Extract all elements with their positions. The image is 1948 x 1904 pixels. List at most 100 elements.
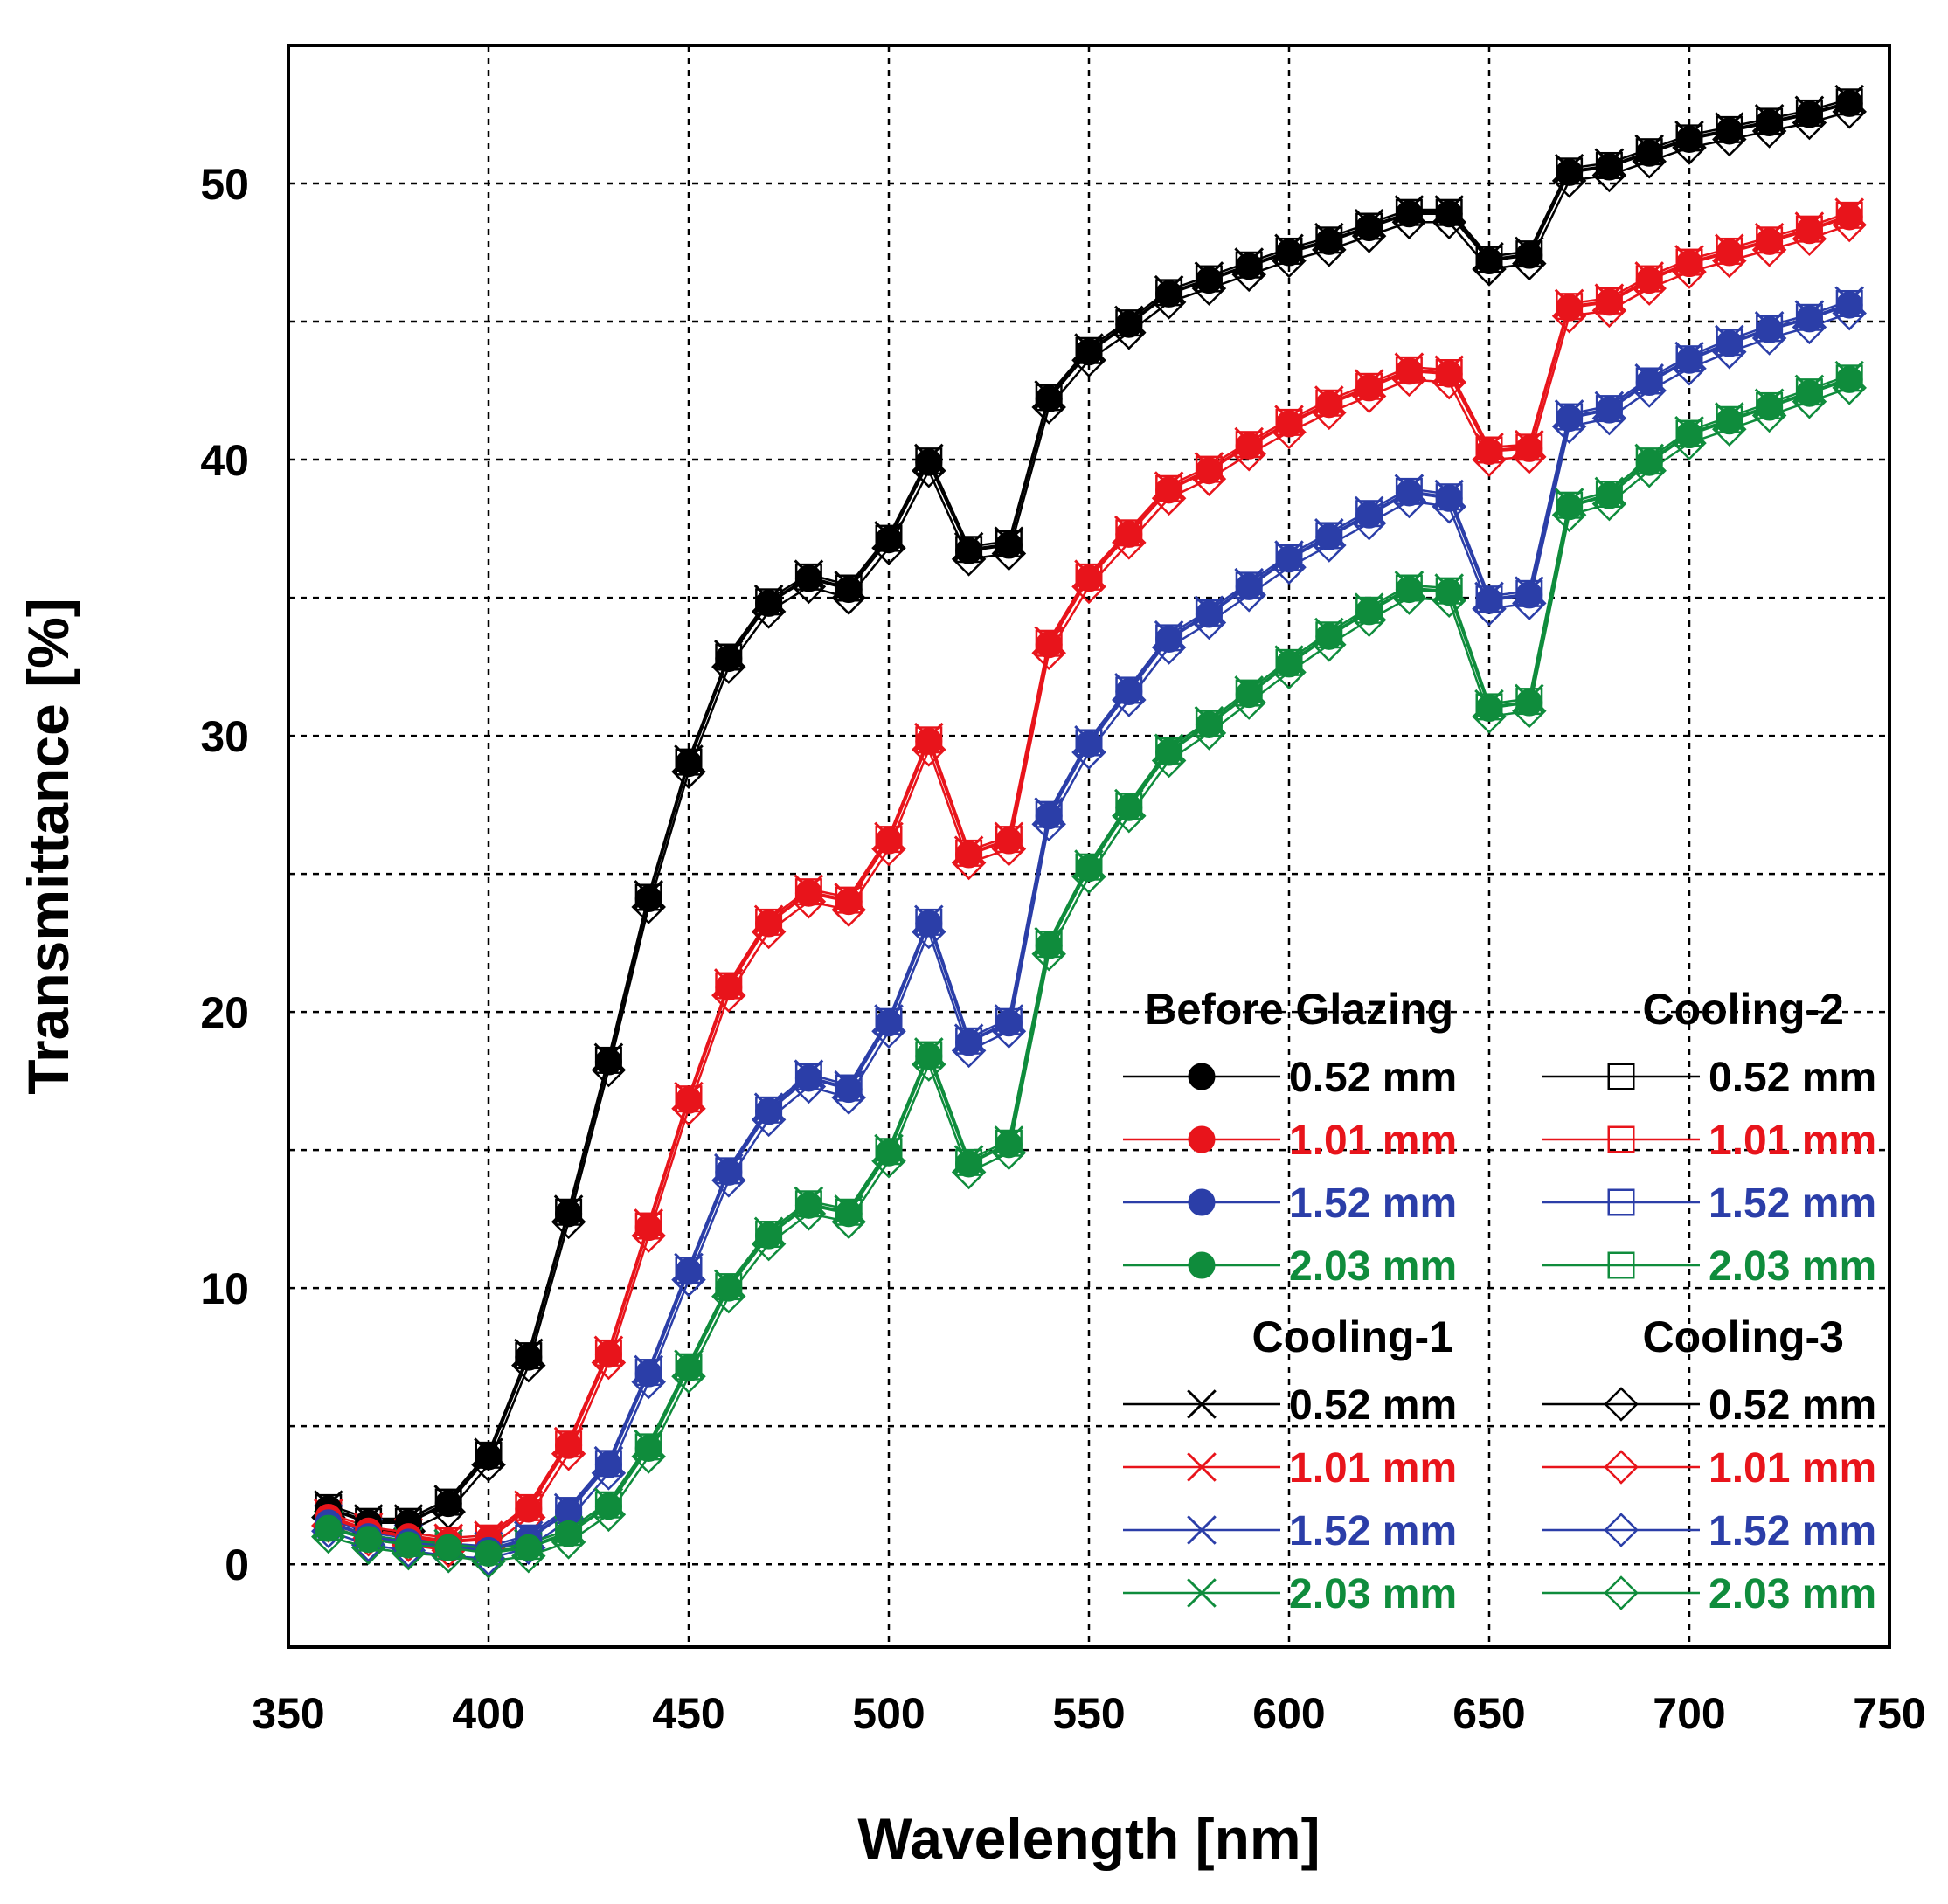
data-point: [634, 1360, 662, 1388]
legend-label: 1.01 mm: [1709, 1118, 1876, 1164]
data-point: [1635, 369, 1663, 397]
data-point: [715, 973, 743, 1001]
legend-group-title: Cooling-1: [1251, 1312, 1453, 1361]
legend-marker: [1188, 1063, 1216, 1090]
data-point: [1435, 578, 1463, 606]
legend-entry: 1.52 mm: [1542, 1508, 1876, 1554]
data-point: [1195, 267, 1223, 294]
data-point: [1716, 117, 1743, 145]
data-point: [1595, 396, 1623, 424]
data-point: [875, 1139, 903, 1167]
legend-label: 2.03 mm: [1289, 1571, 1457, 1617]
data-point: [794, 564, 822, 592]
data-point: [1756, 393, 1784, 421]
legend-marker: [1607, 1188, 1635, 1216]
data-point: [915, 448, 943, 476]
data-point: [1556, 493, 1584, 521]
series-before-glazing-101mm: [315, 203, 1863, 1556]
data-point: [955, 537, 983, 564]
data-point: [1795, 100, 1823, 128]
data-point: [1035, 931, 1063, 959]
legend-entry: 1.01 mm: [1123, 1445, 1457, 1492]
data-point: [1275, 410, 1303, 438]
data-point: [1395, 479, 1423, 507]
data-point: [1756, 227, 1784, 255]
data-point: [1675, 346, 1703, 374]
data-point: [1075, 730, 1103, 758]
legend-marker: [1187, 1578, 1217, 1608]
data-point: [515, 1534, 543, 1561]
x-axis-title: Wavelength [nm]: [857, 1806, 1320, 1871]
data-point: [715, 1274, 743, 1302]
legend-group-before-glazing: Before Glazing 0.52 mm 1.01 mm 1.52 mm 2.03 …: [1123, 985, 1457, 1290]
data-point: [1235, 432, 1263, 460]
data-point: [715, 645, 743, 673]
data-point: [1675, 421, 1703, 449]
data-point: [715, 1158, 743, 1186]
data-point: [1155, 280, 1183, 308]
data-point: [755, 1222, 783, 1250]
data-point: [1675, 250, 1703, 278]
data-point: [1475, 438, 1503, 466]
legend-marker: [1604, 1387, 1639, 1422]
data-point: [1355, 214, 1383, 242]
series-layer: [311, 84, 1867, 1579]
data-point: [1035, 385, 1063, 413]
plot-frame: [287, 44, 1891, 1649]
data-point: [1395, 576, 1423, 604]
legend-marker: [1607, 1251, 1635, 1279]
data-point: [1355, 501, 1383, 529]
data-point: [1115, 520, 1143, 548]
data-point: [1716, 329, 1743, 357]
data-point: [875, 1009, 903, 1037]
data-point: [1275, 545, 1303, 573]
data-point: [1835, 203, 1863, 231]
data-point: [875, 526, 903, 554]
data-point: [1795, 305, 1823, 333]
data-point: [1235, 572, 1263, 600]
data-point: [1235, 681, 1263, 709]
data-point: [995, 1009, 1023, 1037]
data-point: [1835, 291, 1863, 319]
legend-group-title: Cooling-2: [1642, 985, 1844, 1034]
data-point: [1795, 379, 1823, 407]
legend-marker: [1188, 1125, 1216, 1153]
data-point: [1275, 239, 1303, 267]
legend-group-title: Cooling-3: [1642, 1312, 1844, 1361]
data-point: [675, 750, 703, 778]
y-tick-label: 50: [200, 160, 249, 209]
data-point: [475, 1443, 503, 1471]
legend-label: 2.03 mm: [1709, 1243, 1876, 1290]
data-point: [1155, 625, 1183, 653]
data-point: [1595, 288, 1623, 316]
legend-entry: 2.03 mm: [1123, 1243, 1457, 1290]
data-point: [1635, 448, 1663, 476]
legend-entry: 1.52 mm: [1123, 1180, 1457, 1227]
data-point: [1556, 405, 1584, 433]
data-point: [1115, 310, 1143, 338]
data-point: [755, 910, 783, 938]
y-tick-label: 20: [200, 988, 249, 1037]
data-point: [1556, 158, 1584, 186]
data-point: [1195, 457, 1223, 485]
legend-marker: [1187, 1389, 1217, 1419]
data-point: [955, 841, 983, 869]
data-point: [1795, 217, 1823, 245]
legend-group-title: Before Glazing: [1145, 985, 1453, 1034]
y-tick-label: 40: [200, 436, 249, 485]
data-point: [1435, 484, 1463, 512]
data-point: [394, 1531, 422, 1559]
legend-marker: [1188, 1251, 1216, 1279]
data-point: [995, 531, 1023, 559]
series-before-glazing-203mm: [315, 365, 1863, 1568]
legend-marker: [1187, 1452, 1217, 1482]
y-tick-label: 30: [200, 712, 249, 761]
legend-entry: 1.01 mm: [1123, 1118, 1457, 1164]
x-tick-label: 700: [1653, 1689, 1725, 1738]
legend-label: 1.52 mm: [1289, 1508, 1457, 1554]
data-point: [634, 1214, 662, 1242]
x-tick-label: 350: [252, 1689, 324, 1738]
legend-marker: [1604, 1513, 1639, 1547]
data-point: [1275, 650, 1303, 678]
